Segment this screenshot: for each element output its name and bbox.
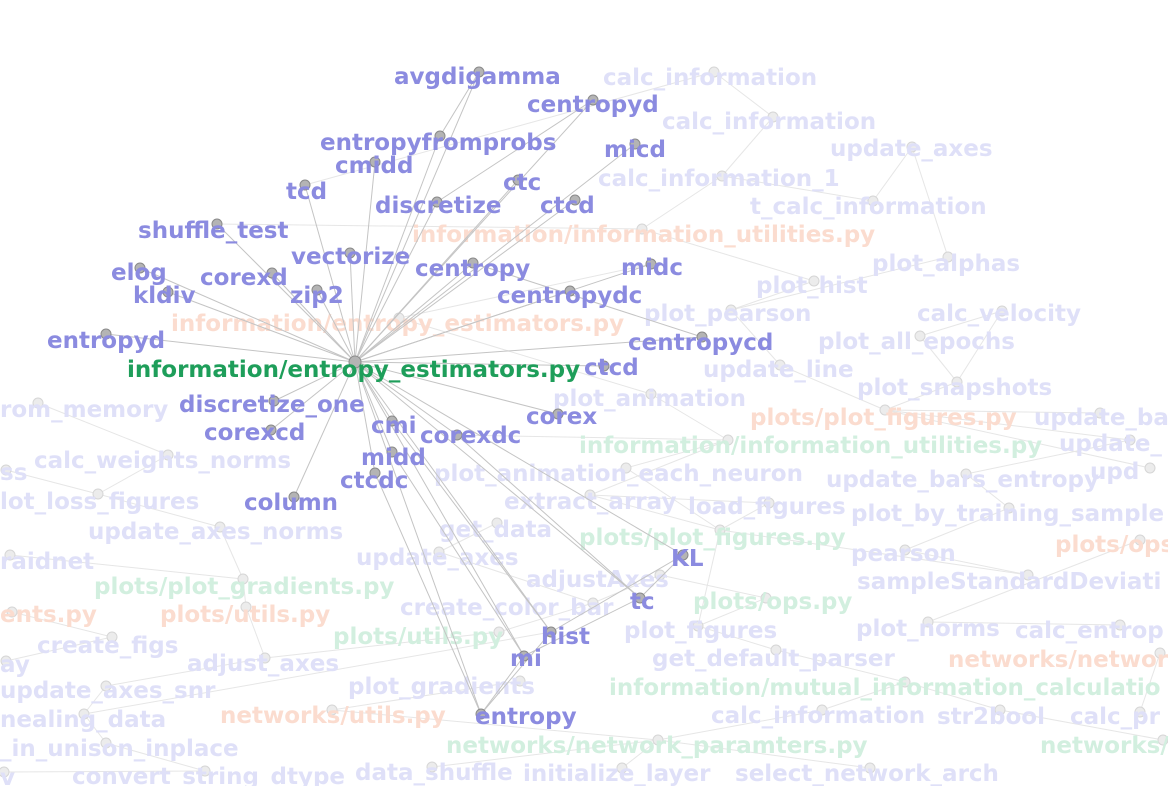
node-label-tc[interactable]: tc — [630, 589, 655, 615]
background-label-get-default-parser[interactable]: get_default_parser — [652, 646, 896, 672]
background-label-calc-information[interactable]: calc_information — [711, 703, 925, 729]
background-label-update-line[interactable]: update_line — [703, 357, 854, 383]
background-label-plots-utils-py[interactable]: plots/utils.py — [333, 624, 503, 650]
background-label-networks[interactable]: networks/ — [1040, 733, 1168, 759]
background-label-rom-memory[interactable]: rom_memory — [0, 397, 168, 423]
node-label-ctcd[interactable]: ctcd — [540, 193, 595, 219]
background-label-lot-loss-figures[interactable]: lot_loss_figures — [0, 489, 199, 515]
background-label-plot-by-training-sample[interactable]: plot_by_training_sample — [851, 501, 1164, 527]
background-label-ss[interactable]: ss — [0, 460, 27, 486]
background-label-ents-py[interactable]: ents.py — [0, 602, 97, 628]
background-label-calc-weights-norms[interactable]: calc_weights_norms — [34, 448, 291, 474]
background-label-create-color-bar[interactable]: create_color_bar — [400, 595, 614, 621]
node-label-column[interactable]: column — [244, 490, 338, 516]
background-label-plot-all-epochs[interactable]: plot_all_epochs — [818, 329, 1015, 355]
node-label-cmi[interactable]: cmi — [371, 413, 416, 439]
background-label-information-information-utilities-py[interactable]: information/information_utilities.py — [579, 433, 1042, 459]
background-label-update-axes-snr[interactable]: update_axes_snr — [0, 678, 216, 704]
background-node-dot — [1145, 463, 1155, 473]
background-label-load-figures[interactable]: load_figures — [688, 494, 846, 520]
node-label-corex[interactable]: corex — [526, 404, 597, 430]
background-label-convert-string-dtype[interactable]: convert_string_dtype — [72, 764, 345, 786]
node-label-discretize-one[interactable]: discretize_one — [179, 392, 365, 418]
background-label-plot-hist[interactable]: plot_hist — [756, 273, 868, 299]
background-label-calc-information[interactable]: calc_information — [603, 65, 817, 91]
node-label-mi[interactable]: mi — [510, 646, 542, 672]
background-label-raidnet[interactable]: raidnet — [0, 549, 94, 575]
node-label-corexcd[interactable]: corexcd — [204, 420, 305, 446]
background-label-in-unison-inplace[interactable]: _in_unison_inplace — [0, 736, 239, 762]
background-label-information-information-utilities-py[interactable]: information/information_utilities.py — [412, 222, 875, 248]
background-label-calc-information[interactable]: calc_information — [662, 109, 876, 135]
background-label-create-figs[interactable]: create_figs — [37, 633, 178, 659]
node-label-avgdigamma[interactable]: avgdigamma — [394, 64, 561, 90]
background-label-networks-network-paramters-py[interactable]: networks/network_paramters.py — [446, 733, 868, 759]
background-label-plots-plot-figures-py[interactable]: plots/plot_figures.py — [579, 525, 846, 551]
background-label-ay[interactable]: ay — [0, 652, 30, 678]
node-label-shuffle-test[interactable]: shuffle_test — [138, 218, 289, 244]
node-label-vectorize[interactable]: vectorize — [291, 244, 410, 270]
background-label-update-ba[interactable]: update_ba — [1034, 405, 1168, 431]
background-label-plots-plot-figures-py[interactable]: plots/plot_figures.py — [750, 405, 1017, 431]
background-label-select-network-arch[interactable]: select_network_arch — [735, 761, 999, 786]
node-label-corexdc[interactable]: corexdc — [420, 423, 521, 449]
node-label-kldiv[interactable]: kldiv — [133, 283, 196, 309]
background-label-data-shuffle[interactable]: data_shuffle — [355, 760, 513, 786]
background-label-networks-utils-py[interactable]: networks/utils.py — [220, 703, 446, 729]
background-label-plots-ops[interactable]: plots/ops — [1055, 532, 1168, 558]
background-label-update-axes[interactable]: update_axes — [356, 545, 519, 571]
background-label-calc-entrop[interactable]: calc_entrop — [1015, 618, 1164, 644]
background-label-extract-array[interactable]: extract_array — [504, 489, 676, 515]
background-label-update-axes[interactable]: update_axes — [830, 136, 993, 162]
node-label-zip2[interactable]: zip2 — [290, 283, 344, 309]
background-label-t-calc-information[interactable]: t_calc_information — [750, 194, 987, 220]
node-label-centropy[interactable]: centropy — [415, 256, 530, 282]
background-label-plot-pearson[interactable]: plot_pearson — [644, 301, 811, 327]
background-label-plots-plot-gradients-py[interactable]: plots/plot_gradients.py — [94, 574, 394, 600]
background-label-plot-norms[interactable]: plot_norms — [856, 616, 1000, 642]
background-label-calc-pr[interactable]: calc_pr — [1070, 704, 1161, 730]
background-label-str2bool[interactable]: str2bool — [937, 704, 1045, 730]
node-label-entropy[interactable]: entropy — [475, 704, 577, 730]
background-label-networks-networ[interactable]: networks/networ — [948, 647, 1168, 673]
node-label-tcd[interactable]: tcd — [286, 179, 327, 205]
background-label-plot-snapshots[interactable]: plot_snapshots — [857, 375, 1052, 401]
node-label-ctcdc[interactable]: ctcdc — [340, 468, 408, 494]
node-label-centropydc[interactable]: centropydc — [497, 283, 642, 309]
background-label-get-data[interactable]: get_data — [439, 517, 552, 543]
background-label-update-bars-entropy[interactable]: update_bars_entropy — [826, 467, 1099, 493]
background-label-adjust-axes[interactable]: adjust_axes — [187, 651, 339, 677]
node-label-corexd[interactable]: corexd — [200, 265, 288, 291]
background-label-initialize-layer[interactable]: initialize_layer — [523, 761, 711, 786]
node-label-kl[interactable]: KL — [671, 546, 704, 572]
background-label-pearson[interactable]: pearson — [851, 541, 956, 567]
background-label-nealing-data[interactable]: nealing_data — [0, 707, 166, 733]
background-label-plot-figures[interactable]: plot_figures — [624, 618, 777, 644]
background-label-calc-information-1[interactable]: calc_information_1 — [598, 166, 840, 192]
background-label-plot-animation-each-neuron[interactable]: plot_animation_each_neuron — [434, 461, 803, 487]
background-label-plots-utils-py[interactable]: plots/utils.py — [160, 602, 330, 628]
node-label-ctc[interactable]: ctc — [503, 170, 541, 196]
node-label-centropyd[interactable]: centropyd — [527, 92, 659, 118]
focus-node-label[interactable]: information/entropy_estimators.py — [127, 357, 580, 383]
background-label-v[interactable]: v — [0, 765, 15, 786]
background-label-update[interactable]: update_ — [1059, 431, 1162, 457]
background-label-plot-gradients[interactable]: plot_gradients — [348, 674, 535, 700]
node-label-discretize[interactable]: discretize — [375, 193, 501, 219]
background-label-plots-ops-py[interactable]: plots/ops.py — [693, 589, 852, 615]
node-label-entropyd[interactable]: entropyd — [47, 328, 165, 354]
node-label-cmidd[interactable]: cmidd — [335, 153, 413, 179]
node-label-centropycd[interactable]: centropycd — [628, 330, 773, 356]
background-label-upd[interactable]: upd — [1090, 459, 1139, 485]
node-label-ctcd[interactable]: ctcd — [584, 355, 639, 381]
background-label-samplestandarddeviati[interactable]: sampleStandardDeviati — [857, 569, 1161, 595]
background-label-calc-velocity[interactable]: calc_velocity — [917, 301, 1081, 327]
node-label-micd[interactable]: micd — [604, 137, 666, 163]
background-label-plot-alphas[interactable]: plot_alphas — [872, 251, 1020, 277]
node-label-midc[interactable]: midc — [621, 255, 683, 281]
node-label-hist[interactable]: hist — [541, 624, 590, 650]
background-label-information-mutual-information-calculatio[interactable]: information/mutual_information_calculati… — [609, 675, 1161, 701]
background-label-update-axes-norms[interactable]: update_axes_norms — [88, 519, 343, 545]
